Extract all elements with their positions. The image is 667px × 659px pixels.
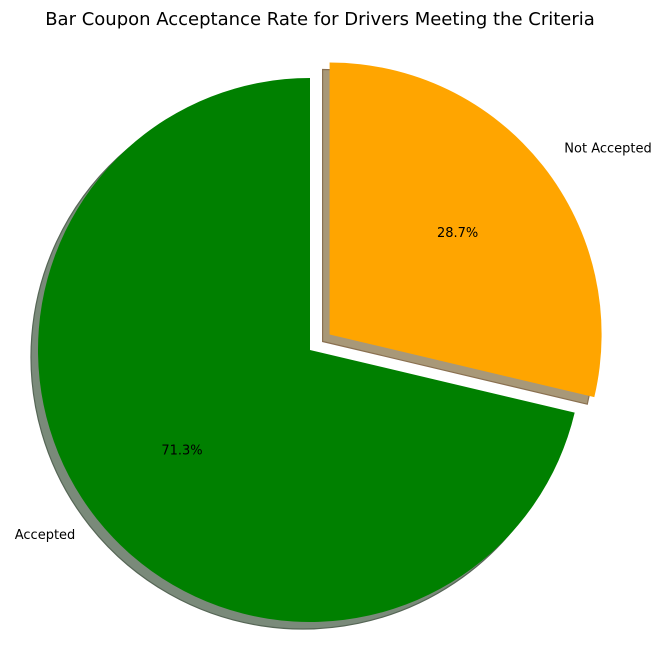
label-layer: Accepted 71.3% Not Accepted 28.7% <box>15 141 652 543</box>
pie-slice-not-accepted <box>329 62 602 398</box>
slice-layer <box>38 62 602 623</box>
pie-slice-accepted <box>38 78 575 623</box>
percent-label-not-accepted: 28.7% <box>437 226 478 241</box>
chart-title: Bar Coupon Acceptance Rate for Drivers M… <box>45 9 595 30</box>
category-label-accepted: Accepted <box>15 528 76 543</box>
category-label-not-accepted: Not Accepted <box>564 141 651 156</box>
percent-label-accepted: 71.3% <box>161 444 202 459</box>
